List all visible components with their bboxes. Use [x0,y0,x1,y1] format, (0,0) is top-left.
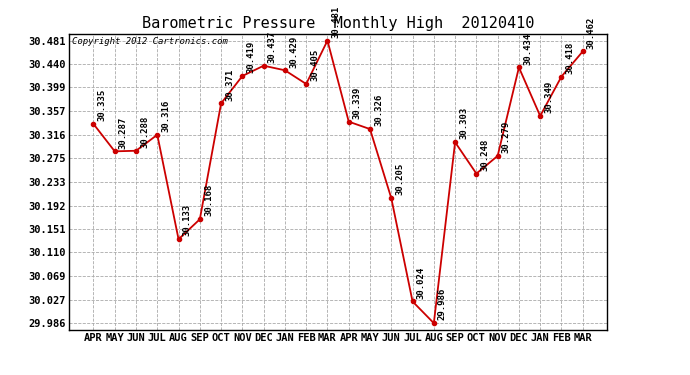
Text: 30.418: 30.418 [566,42,575,74]
Text: 30.303: 30.303 [460,107,469,140]
Text: 30.024: 30.024 [417,266,426,298]
Text: 30.205: 30.205 [395,163,404,195]
Text: 30.434: 30.434 [523,32,532,64]
Text: 30.326: 30.326 [374,94,383,126]
Text: 30.349: 30.349 [544,81,553,113]
Text: Copyright 2012 Cartronics.com: Copyright 2012 Cartronics.com [72,37,228,46]
Text: 30.481: 30.481 [332,6,341,38]
Text: 30.279: 30.279 [502,121,511,153]
Text: 30.371: 30.371 [225,68,235,100]
Text: 30.133: 30.133 [183,204,192,237]
Text: 30.287: 30.287 [119,116,128,148]
Text: 30.405: 30.405 [310,49,319,81]
Text: 30.462: 30.462 [587,16,596,49]
Text: 30.248: 30.248 [480,139,489,171]
Text: 30.168: 30.168 [204,184,213,216]
Text: 30.288: 30.288 [140,116,149,148]
Text: 30.429: 30.429 [289,35,298,68]
Text: 30.437: 30.437 [268,31,277,63]
Text: 30.339: 30.339 [353,87,362,119]
Title: Barometric Pressure  Monthly High  20120410: Barometric Pressure Monthly High 2012041… [142,16,534,31]
Text: 30.335: 30.335 [97,89,107,121]
Text: 30.419: 30.419 [246,41,255,73]
Text: 30.316: 30.316 [161,100,170,132]
Text: 29.986: 29.986 [438,288,447,320]
